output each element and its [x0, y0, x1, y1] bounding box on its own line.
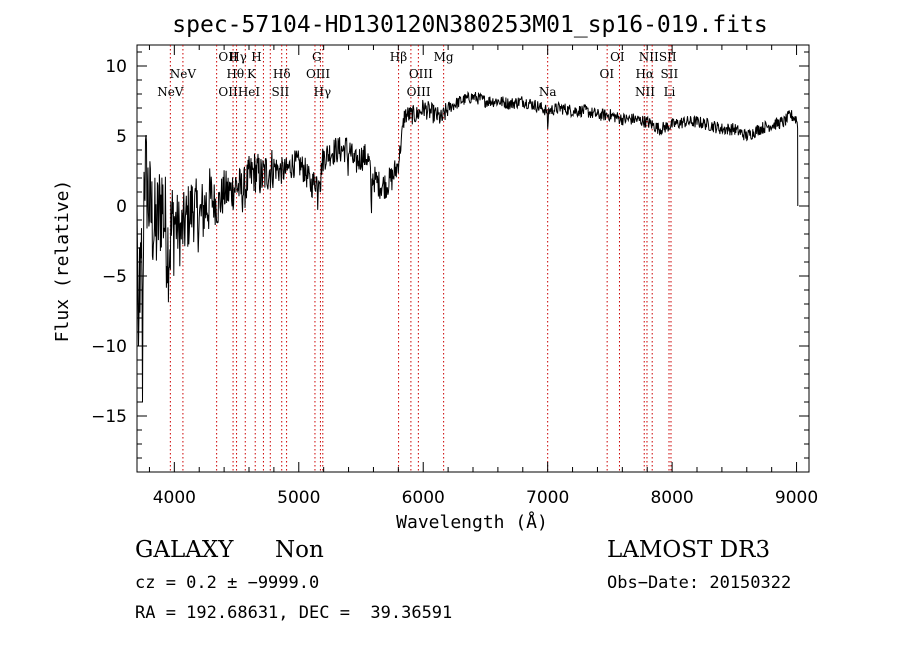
line-label-10: SII [659, 50, 677, 64]
classification-label: GALAXY [135, 537, 234, 563]
x-tick-label-3: 7000 [526, 488, 569, 508]
axis-ticks [137, 45, 809, 472]
x-tick-label-5: 9000 [775, 488, 818, 508]
observation-date: Obs−Date: 20150322 [607, 573, 792, 593]
plot-frame [136, 44, 810, 473]
line-label-7: Mg [434, 50, 454, 64]
line-label-21: SII [272, 85, 290, 99]
line-label-25: NII [635, 85, 655, 99]
y-tick-labels: 10 5 0 −5 −10 −15 [91, 57, 127, 427]
y-tick-label-4: −10 [91, 337, 127, 357]
line-label-16: OI [599, 67, 614, 81]
y-tick-label-3: −5 [102, 267, 127, 287]
line-label-1: NeV [157, 85, 184, 99]
emission-line-markers [169, 45, 672, 472]
line-label-11: Hθ [226, 67, 244, 81]
line-label-6: Hβ [390, 50, 407, 64]
line-label-24: Na [539, 85, 557, 99]
line-label-19: OII [218, 85, 238, 99]
line-label-8: OI [610, 50, 625, 64]
spectrum-line [136, 90, 799, 403]
line-label-13: Hδ [273, 67, 291, 81]
survey-label: LAMOST DR3 [607, 537, 771, 563]
line-label-22: Hγ [314, 85, 332, 99]
line-label-17: Hα [635, 67, 654, 81]
line-label-5: G [312, 50, 322, 64]
line-label-20: HeI [238, 85, 261, 99]
line-label-23: OIII [407, 85, 431, 99]
y-tick-label-5: −15 [91, 407, 127, 427]
y-tick-label-1: 5 [116, 127, 127, 147]
y-axis-label: Flux (relative) [52, 180, 73, 343]
line-label-18: SII [661, 67, 679, 81]
subclass-label: Non [275, 537, 324, 563]
chart-title: spec-57104-HD130120N380253M01_sp16-019.f… [172, 12, 767, 38]
line-label-26: Li [664, 85, 676, 99]
x-tick-labels: 4000 5000 6000 7000 8000 9000 [153, 488, 818, 508]
line-label-4: H [251, 50, 261, 64]
y-tick-label-0: 10 [105, 57, 127, 77]
line-label-9: NII [639, 50, 659, 64]
x-tick-label-0: 4000 [153, 488, 196, 508]
coordinates-readout: RA = 192.68631, DEC = 39.36591 [135, 603, 453, 623]
x-axis-label: Wavelength (Å) [396, 511, 548, 533]
line-label-0: NeV [170, 67, 197, 81]
x-tick-label-4: 8000 [650, 488, 693, 508]
line-label-15: OIII [409, 67, 433, 81]
line-label-12: K [247, 67, 257, 81]
line-label-2: OII [218, 50, 238, 64]
line-label-14: OIII [306, 67, 330, 81]
redshift-readout: cz = 0.2 ± −9999.0 [135, 573, 320, 593]
x-tick-label-1: 5000 [277, 488, 320, 508]
line-label-3: Hγ [229, 50, 247, 64]
x-tick-label-2: 6000 [402, 488, 445, 508]
y-tick-label-2: 0 [116, 197, 127, 217]
